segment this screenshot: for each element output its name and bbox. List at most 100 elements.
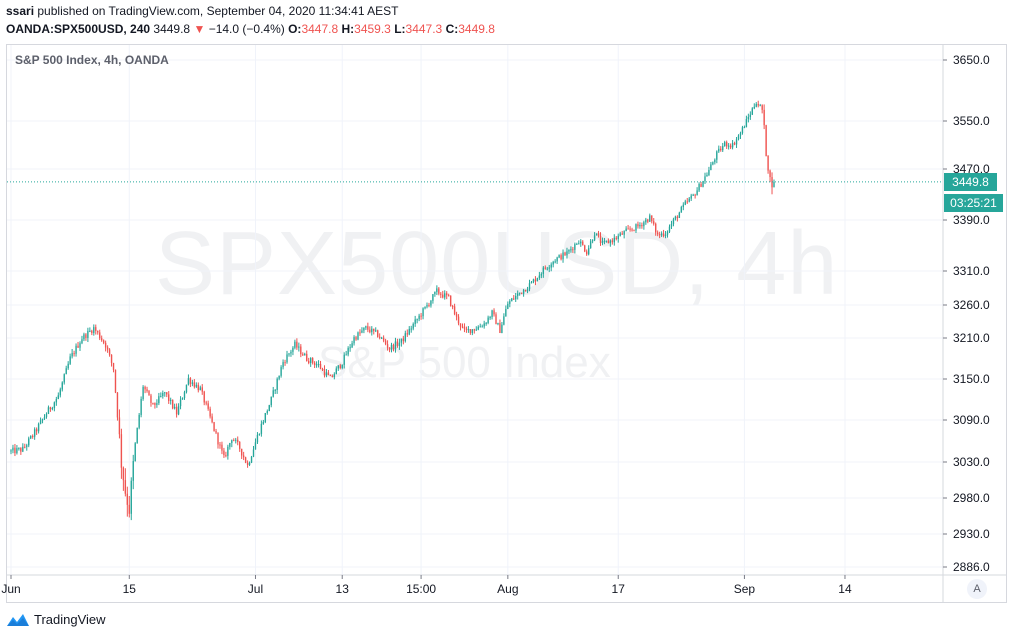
- candle-body: [536, 277, 539, 282]
- candle-body: [298, 346, 300, 348]
- chart-pane[interactable]: [6, 44, 1007, 603]
- candle-body: [221, 444, 223, 451]
- candle-body: [386, 344, 389, 348]
- candle-body: [410, 328, 412, 330]
- candle-body: [120, 434, 123, 468]
- open-label: O:: [288, 22, 302, 36]
- candle-body: [41, 418, 44, 421]
- candle-body: [554, 261, 556, 263]
- candle-body: [485, 322, 487, 324]
- candle-body: [100, 338, 103, 341]
- candle-body: [542, 267, 545, 274]
- candle-body: [375, 330, 377, 332]
- candle-body: [625, 228, 627, 232]
- candle-body: [477, 326, 479, 330]
- candle-body: [156, 403, 158, 405]
- candle-body: [12, 447, 14, 451]
- candle-body: [126, 493, 129, 505]
- candle-body: [761, 105, 763, 110]
- candle-body: [195, 384, 198, 387]
- candle-body: [518, 292, 521, 294]
- candle-body: [672, 219, 675, 225]
- candle-body: [327, 372, 330, 376]
- candle-body: [254, 442, 257, 450]
- candle-body: [706, 174, 708, 177]
- candle-body: [26, 445, 28, 447]
- candle-body: [599, 235, 602, 243]
- candle-body: [708, 169, 710, 175]
- x-tick-label: Jul: [248, 582, 263, 596]
- candle-body: [201, 387, 203, 392]
- candle-body: [49, 407, 52, 410]
- candle-body: [729, 145, 732, 148]
- y-tick-label: 3260.0: [953, 298, 990, 312]
- candle-body: [160, 396, 162, 398]
- close-value: 3449.8: [458, 22, 495, 36]
- candle-body: [595, 233, 598, 236]
- candle-body: [530, 282, 533, 284]
- candle-body: [296, 341, 298, 348]
- candle-body: [248, 462, 251, 465]
- candle-body: [694, 194, 696, 196]
- candle-body: [106, 347, 109, 350]
- candle-body: [449, 295, 452, 307]
- candle-body: [499, 323, 501, 333]
- candle-body: [369, 329, 371, 333]
- candle-body: [35, 429, 38, 432]
- candle-body: [668, 226, 671, 232]
- close-label: C:: [445, 22, 459, 36]
- candle-body: [666, 231, 669, 235]
- symbol-name: OANDA:SPX500USD, 240: [6, 22, 151, 36]
- candle-body: [87, 330, 89, 338]
- candle-body: [154, 403, 156, 405]
- candle-body: [670, 224, 673, 227]
- candle-body: [260, 423, 263, 434]
- candle-body: [276, 378, 278, 390]
- auto-scale-button[interactable]: A: [967, 579, 987, 599]
- candle-body: [722, 146, 724, 151]
- candle-body: [712, 162, 714, 165]
- low-label: L:: [394, 22, 406, 36]
- down-arrow-icon: ▼: [193, 22, 206, 36]
- candle-body: [684, 201, 686, 205]
- candle-body: [357, 332, 359, 340]
- candle-body: [564, 252, 566, 256]
- candle-body: [603, 240, 606, 242]
- candle-body: [341, 364, 343, 369]
- y-tick-label: 3090.0: [953, 413, 990, 427]
- candle-body: [475, 329, 477, 331]
- candle-body: [649, 215, 651, 222]
- candle-body: [306, 353, 308, 361]
- candle-body: [300, 346, 302, 355]
- candle-body: [457, 316, 460, 324]
- candle-body: [173, 406, 176, 409]
- candle-body: [148, 391, 150, 396]
- candle-body: [621, 233, 623, 235]
- candle-body: [773, 181, 775, 188]
- candle-body: [53, 402, 56, 409]
- candle-body: [37, 423, 40, 432]
- symbol-info-line: OANDA:SPX500USD, 240 3449.8 ▼ −14.0 (−0.…: [6, 22, 495, 36]
- candle-body: [215, 431, 217, 433]
- candle-body: [343, 354, 345, 365]
- candle-body: [493, 310, 495, 315]
- candle-body: [540, 273, 543, 276]
- candle-body: [315, 364, 318, 366]
- candle-body: [467, 329, 470, 331]
- candle-body: [528, 283, 531, 290]
- candle-body: [446, 293, 448, 296]
- tradingview-brand[interactable]: TradingView: [6, 612, 106, 627]
- last-price-tag: 3449.8: [944, 173, 997, 191]
- candle-body: [325, 372, 328, 376]
- candle-body: [97, 330, 99, 333]
- candle-body: [93, 327, 95, 334]
- candle-body: [487, 317, 489, 323]
- candle-body: [720, 148, 722, 151]
- candle-body: [140, 398, 142, 415]
- candle-body: [377, 330, 379, 337]
- candle-body: [79, 343, 81, 348]
- y-tick-label: 2930.0: [953, 527, 990, 541]
- x-tick-label: 14: [838, 582, 852, 596]
- candle-body: [578, 243, 580, 245]
